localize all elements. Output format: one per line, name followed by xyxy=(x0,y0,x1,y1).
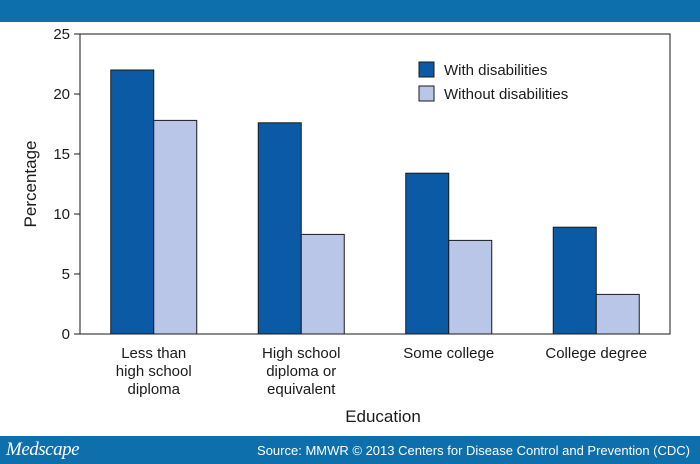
source-credit: Source: MMWR © 2013 Centers for Disease … xyxy=(257,442,690,458)
y-axis-label: Percentage xyxy=(21,141,40,228)
x-tick-label: College degree xyxy=(545,345,647,362)
bar-without-2 xyxy=(300,233,345,335)
legend-label-with: With disabilities xyxy=(444,62,547,79)
legend-label-without: Without disabilities xyxy=(444,86,568,103)
x-tick-label: High school diploma or equivalent xyxy=(262,345,340,398)
bar-without-1 xyxy=(153,119,198,335)
x-axis-label: Education xyxy=(345,407,421,426)
bar-with-2 xyxy=(257,122,302,335)
x-tick-label: Some college xyxy=(403,345,494,362)
y-tick-label: 15 xyxy=(53,146,70,163)
y-tick-label: 25 xyxy=(53,26,70,43)
footer-bar: Medscape Source: MMWR © 2013 Centers for… xyxy=(0,436,700,464)
y-tick-label: 10 xyxy=(53,206,70,223)
brand-logo[interactable]: Medscape xyxy=(6,439,80,460)
y-tick-label: 20 xyxy=(53,86,70,103)
header-bar xyxy=(0,0,700,22)
chart: 0 5 10 15 20 25 Percentage Less than high school… xyxy=(0,22,700,436)
bar-chart: 0 5 10 15 20 25 Percentage Less than high school… xyxy=(21,26,671,426)
plot-frame xyxy=(79,33,671,335)
bar-without-4 xyxy=(595,293,640,335)
bar-without-3 xyxy=(448,239,493,335)
y-tick-label: 0 xyxy=(62,326,70,343)
x-tick-label: Less than high school diploma xyxy=(116,345,192,398)
legend-swatch-with xyxy=(418,61,435,78)
legend-swatch-without xyxy=(418,85,435,102)
bar-with-3 xyxy=(405,172,450,335)
y-tick-label: 5 xyxy=(62,266,70,283)
bar-with-1 xyxy=(110,69,155,335)
bar-with-4 xyxy=(552,226,597,335)
